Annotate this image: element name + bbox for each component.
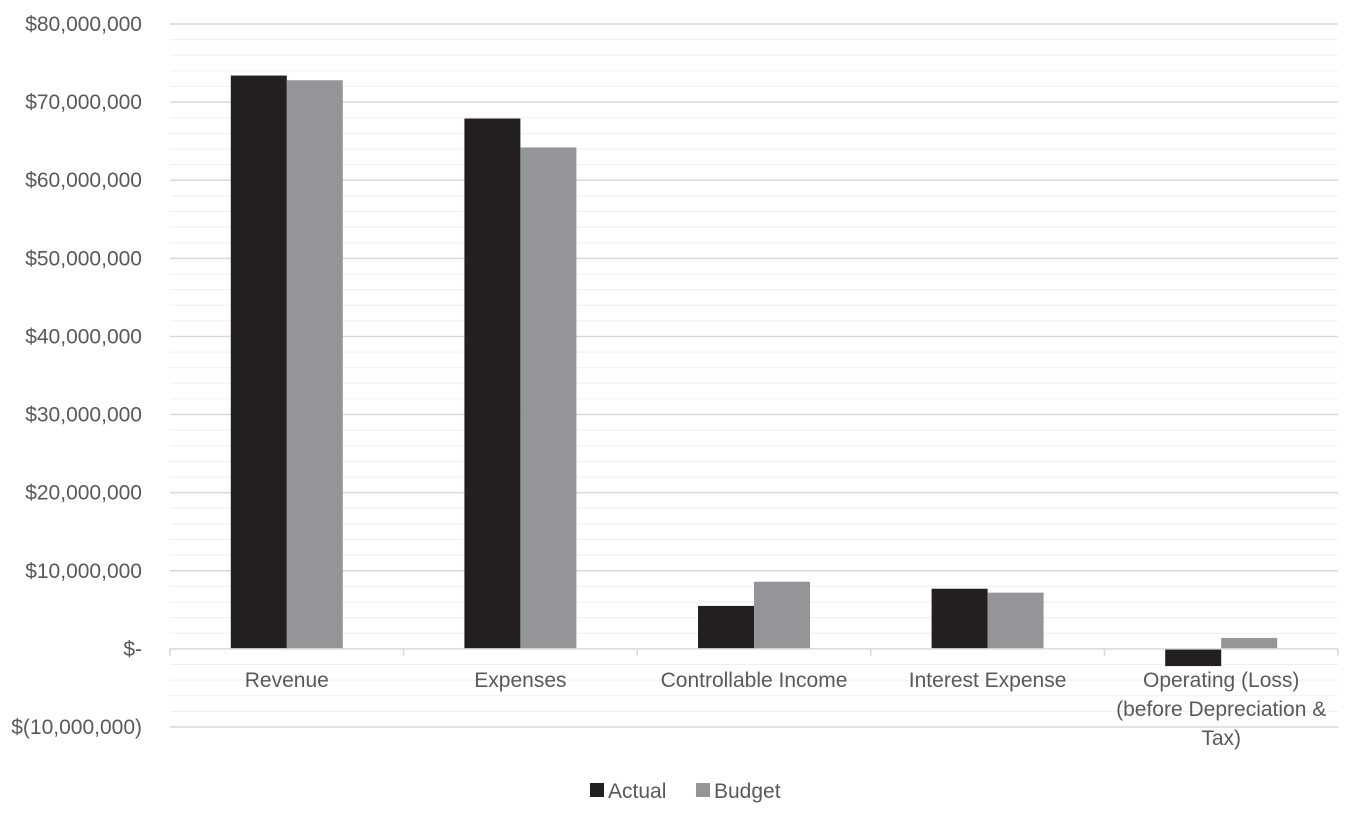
legend-swatch-actual	[590, 783, 604, 797]
bar-budget-0	[286, 80, 343, 649]
legend-swatch-budget	[696, 783, 710, 797]
category-label-line: Tax)	[1201, 727, 1241, 750]
category-label: Controllable Income	[661, 669, 848, 692]
category-label-line: Revenue	[245, 669, 329, 692]
category-label-line: Interest Expense	[909, 669, 1067, 692]
category-label-line: Operating (Loss)	[1143, 669, 1299, 692]
y-axis-tick-labels: $80,000,000 $70,000,000 $60,000,000 $50,000…	[11, 13, 142, 739]
major-gridlines	[170, 23, 1338, 728]
category-label: Operating (Loss) (before Depreciation & Ta…	[1116, 669, 1326, 750]
bars-group	[230, 75, 1278, 667]
category-label-line: Expenses	[474, 669, 566, 692]
legend-label-budget: Budget	[714, 780, 781, 803]
bar-budget-2	[754, 581, 810, 649]
legend-label-actual: Actual	[608, 780, 666, 803]
x-axis	[169, 648, 1339, 656]
bar-budget-4	[1221, 637, 1278, 649]
y-tick-label: $70,000,000	[25, 91, 142, 114]
y-tick-label: $40,000,000	[25, 325, 142, 348]
y-tick-label: $60,000,000	[25, 169, 142, 192]
y-tick-label: $80,000,000	[25, 13, 142, 36]
category-label: Expenses	[474, 669, 566, 692]
bar-actual-1	[464, 118, 521, 649]
y-tick-label: $20,000,000	[25, 482, 142, 505]
category-label: Revenue	[245, 669, 329, 692]
bar-budget-3	[987, 592, 1044, 649]
y-tick-label: $50,000,000	[25, 247, 142, 270]
x-axis-category-labels: Revenue Expenses Controllable Income Intere…	[245, 669, 1326, 750]
y-tick-label: $10,000,000	[25, 560, 142, 583]
bar-actual-3	[931, 588, 988, 649]
bar-budget-1	[520, 147, 577, 649]
category-label: Interest Expense	[909, 669, 1067, 692]
bar-actual-2	[698, 605, 754, 649]
legend: Actual Budget	[590, 780, 781, 803]
y-tick-label: $30,000,000	[25, 404, 142, 427]
y-tick-label: $-	[123, 638, 142, 661]
y-tick-label: $(10,000,000)	[11, 716, 142, 739]
category-label-line: Controllable Income	[661, 669, 848, 692]
bar-actual-4	[1165, 648, 1222, 667]
category-label-line: (before Depreciation &	[1116, 698, 1326, 721]
minor-gridlines	[170, 39, 1338, 712]
bar-actual-0	[230, 75, 287, 649]
